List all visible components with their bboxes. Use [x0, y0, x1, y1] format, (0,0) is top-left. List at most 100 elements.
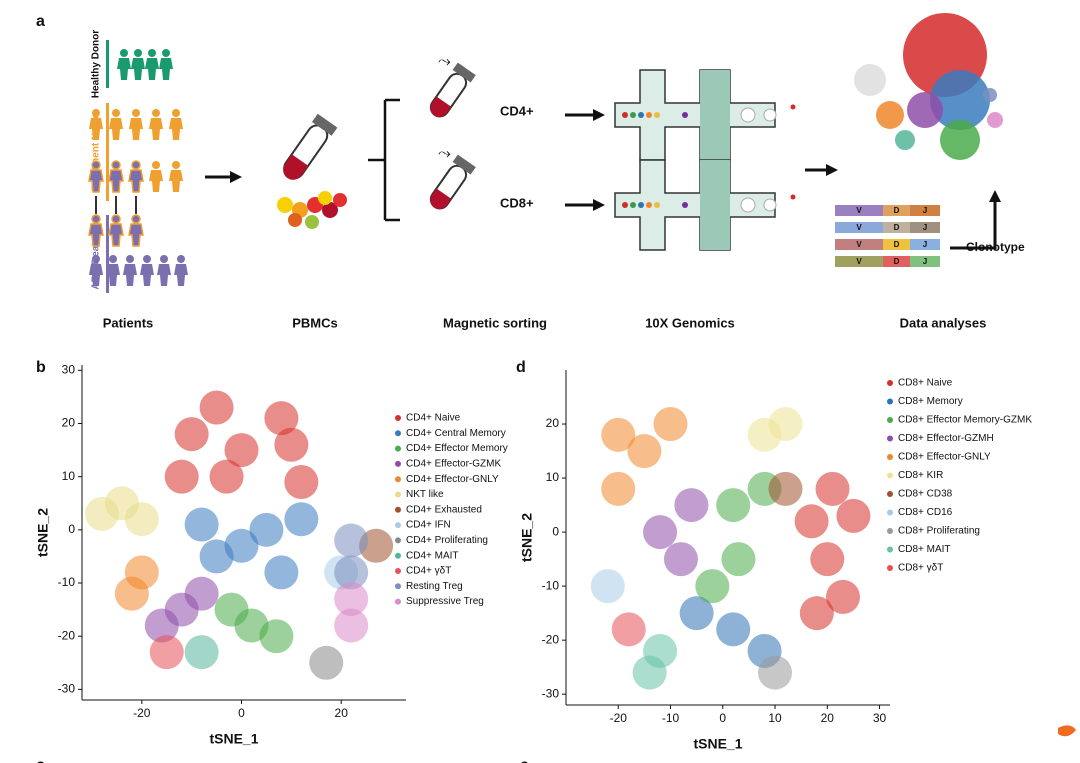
- body: [174, 264, 188, 286]
- x-tick-label: 20: [335, 706, 349, 720]
- person-icon: [109, 109, 123, 140]
- legend-label: CD8+ γδT: [898, 563, 943, 574]
- head: [111, 214, 121, 224]
- legend-label: CD4+ IFN: [406, 520, 451, 531]
- cluster-blob: [930, 70, 990, 130]
- body: [159, 58, 173, 80]
- sort-label: CD4+: [500, 103, 534, 118]
- cluster-point: [274, 427, 309, 462]
- group-label: Healthy Donor: [91, 30, 102, 98]
- legend-label: CD8+ MAIT: [898, 544, 951, 555]
- legend-swatch: [395, 445, 401, 452]
- legend-label: CD4+ Naive: [406, 413, 461, 424]
- vdj-segment: [835, 239, 883, 250]
- body: [128, 169, 144, 193]
- vdj-label: V: [856, 240, 862, 249]
- cluster-point: [284, 464, 319, 499]
- cluster-point: [144, 608, 179, 643]
- legend-label: CD8+ KIR: [898, 470, 943, 481]
- head: [92, 109, 100, 117]
- cluster-point: [184, 635, 219, 670]
- cluster-blob: [987, 112, 1003, 128]
- cluster-point: [259, 619, 294, 654]
- legend-swatch: [395, 552, 401, 559]
- legend-label: Resting Treg: [406, 581, 463, 592]
- body: [149, 118, 163, 140]
- person-icon: [108, 160, 124, 193]
- cluster-point: [334, 608, 369, 643]
- cell: [622, 112, 628, 118]
- person-icon: [174, 255, 188, 286]
- droplet: [740, 197, 756, 213]
- cluster-blob: [895, 130, 915, 150]
- cell: [638, 112, 644, 118]
- head: [92, 255, 100, 263]
- y-tick-label: -30: [542, 686, 560, 700]
- svg-text:⤳: ⤳: [438, 145, 451, 162]
- body: [129, 118, 143, 140]
- body: [169, 118, 183, 140]
- sort-tubes: ⤳⤳: [429, 53, 476, 210]
- legend-label: CD4+ MAIT: [406, 550, 459, 561]
- y-tick-label: 0: [68, 522, 75, 536]
- y-tick-label: 0: [552, 524, 559, 538]
- cell: [790, 104, 796, 110]
- oil-channel: [700, 70, 730, 160]
- cluster-point: [184, 576, 219, 611]
- head: [148, 49, 156, 57]
- legend-label: CD4+ Effector Memory: [406, 443, 508, 454]
- person-icon: [88, 214, 104, 247]
- vdj-label: J: [923, 257, 927, 266]
- cluster-point: [716, 612, 751, 647]
- y-axis-label: tSNE_2: [519, 513, 535, 562]
- vdj-label: V: [856, 206, 862, 215]
- y-tick-label: 10: [546, 470, 560, 484]
- y-tick-label: 10: [62, 469, 76, 483]
- y-tick-label: -20: [542, 632, 560, 646]
- panel-label: c: [36, 757, 45, 763]
- microfluidic-chips: [614, 69, 796, 251]
- head: [131, 160, 141, 170]
- legend-swatch: [887, 380, 893, 386]
- cluster-point: [264, 401, 299, 436]
- arrows: [205, 109, 1001, 250]
- vdj-segment: [910, 222, 940, 233]
- cluster-point: [601, 417, 636, 452]
- vdj-label: D: [894, 223, 900, 232]
- cluster-point: [653, 407, 688, 442]
- vdj-segment: [883, 256, 910, 267]
- panel-label: b: [36, 359, 46, 376]
- legend-swatch: [395, 506, 401, 513]
- cluster-point: [674, 488, 709, 523]
- body: [145, 58, 159, 80]
- panel-label: a: [36, 13, 45, 30]
- person-icon: [129, 109, 143, 140]
- vdj-segment: [883, 239, 910, 250]
- group-label: ART Treatment: [91, 218, 102, 290]
- head: [112, 109, 120, 117]
- cluster-point: [716, 488, 751, 523]
- panel-label: e: [520, 757, 529, 763]
- step-label: Magnetic sorting: [443, 315, 547, 330]
- y-tick-label: -10: [542, 578, 560, 592]
- vdj-label: V: [856, 257, 862, 266]
- cluster-point: [768, 407, 803, 442]
- cluster-point: [721, 542, 756, 577]
- person-icon: [117, 49, 131, 80]
- y-tick-label: 20: [62, 416, 76, 430]
- legend-swatch: [887, 528, 893, 534]
- head: [111, 160, 121, 170]
- body: [123, 264, 137, 286]
- cluster-point: [114, 576, 149, 611]
- cluster-point: [174, 417, 209, 452]
- panel-label: d: [516, 359, 526, 376]
- y-tick-label: 30: [62, 362, 76, 376]
- person-icon: [145, 49, 159, 80]
- legend-label: CD4+ Effector-GZMK: [406, 459, 501, 470]
- head: [160, 255, 168, 263]
- body: [131, 58, 145, 80]
- cluster-point: [794, 504, 829, 539]
- cluster-point: [284, 502, 319, 537]
